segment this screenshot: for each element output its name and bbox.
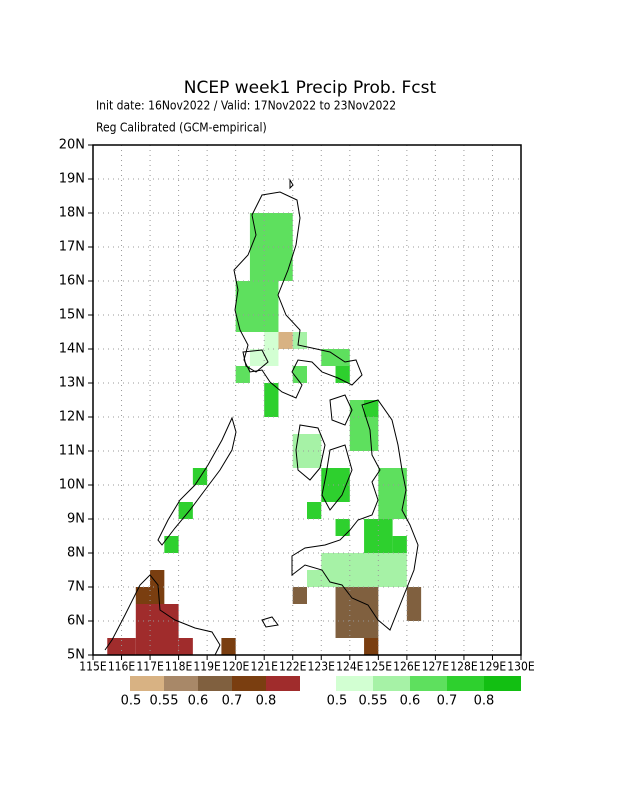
coastlines xyxy=(104,178,419,656)
y-tick-label: 14N xyxy=(59,342,85,357)
prob-cell xyxy=(164,536,179,553)
chart-subtitle: Init date: 16Nov2022 / Valid: 17Nov2022 … xyxy=(96,99,396,113)
y-tick-label: 12N xyxy=(59,410,85,425)
prob-cell xyxy=(178,638,193,655)
colorbar-swatch xyxy=(484,676,521,691)
prob-cell xyxy=(178,502,193,519)
colorbar-swatch xyxy=(130,676,164,691)
axes-layer: 115E 116E 117E 118E 119E 120E 121E 122E 123E 124E… xyxy=(59,138,535,674)
prob-cell xyxy=(107,638,136,655)
y-tick-label: 18N xyxy=(59,206,85,221)
y-tick-label: 20N xyxy=(59,138,85,153)
prob-cell xyxy=(364,400,379,417)
y-tick-label: 19N xyxy=(59,172,85,187)
prob-cell xyxy=(321,553,407,570)
prob-cell xyxy=(235,366,250,383)
colorbar-swatch xyxy=(336,676,373,691)
prob-cell xyxy=(264,332,279,366)
cell-layer xyxy=(107,213,422,655)
y-tick-label: 9N xyxy=(67,512,85,527)
prob-cell xyxy=(307,570,407,587)
y-tick-label: 16N xyxy=(59,274,85,289)
colorbar-swatch xyxy=(373,676,410,691)
y-tick-label: 5N xyxy=(67,648,85,663)
x-tick-label: 124E xyxy=(336,660,364,674)
prob-cell xyxy=(264,383,279,417)
colorbars: 0.5 0.55 0.6 0.7 0.8 0.5 0.55 0.6 0.7 0.8 xyxy=(121,676,521,709)
y-tick-label: 7N xyxy=(67,580,85,595)
colorbar-label: 0.8 xyxy=(474,694,495,709)
x-tick-label: 117E xyxy=(136,660,164,674)
x-tick-label: 128E xyxy=(450,660,478,674)
prob-cell xyxy=(249,213,293,281)
prob-cell xyxy=(135,604,179,655)
colorbar-label: 0.8 xyxy=(256,694,277,709)
y-tick-label: 6N xyxy=(67,614,85,629)
chart-title: NCEP week1 Precip Prob. Fcst xyxy=(184,78,437,98)
colorbar-label: 0.5 xyxy=(327,694,348,709)
y-tick-label: 13N xyxy=(59,376,85,391)
colorbar-label: 0.7 xyxy=(437,694,458,709)
x-tick-label: 125E xyxy=(365,660,393,674)
y-tick-label: 15N xyxy=(59,308,85,323)
colorbar-swatch xyxy=(447,676,484,691)
prob-cell xyxy=(321,349,350,366)
plot-frame xyxy=(92,144,522,656)
prob-cell xyxy=(235,281,279,332)
y-tick-label: 10N xyxy=(59,478,85,493)
y-tick-label: 17N xyxy=(59,240,85,255)
colorbar-label: 0.55 xyxy=(359,694,388,709)
y-tick-label: 8N xyxy=(67,546,85,561)
x-tick-label: 123E xyxy=(308,660,336,674)
colorbar-label: 0.6 xyxy=(188,694,209,709)
colorbar-swatch xyxy=(266,676,300,691)
colorbar-label: 0.6 xyxy=(400,694,421,709)
colorbar-label: 0.55 xyxy=(150,694,179,709)
prob-cell xyxy=(335,519,350,536)
x-tick-label: 119E xyxy=(193,660,221,674)
prob-cell xyxy=(249,349,265,366)
x-tick-label: 116E xyxy=(108,660,136,674)
x-tick-label: 120E xyxy=(222,660,250,674)
colorbar-swatch xyxy=(232,676,266,691)
prob-cell xyxy=(406,587,422,621)
prob-cell xyxy=(364,638,379,655)
prob-cell xyxy=(292,366,307,383)
chart-note: Reg Calibrated (GCM-empirical) xyxy=(96,121,267,135)
colorbar-swatch xyxy=(410,676,447,691)
prob-cell xyxy=(307,502,322,519)
prob-cell xyxy=(292,587,307,604)
x-tick-label: 129E xyxy=(479,660,507,674)
colorbar-swatch xyxy=(198,676,232,691)
prob-cell xyxy=(150,570,165,587)
x-tick-label: 115E xyxy=(79,660,107,674)
x-tick-label: 126E xyxy=(393,660,421,674)
colorbar-swatch xyxy=(164,676,198,691)
x-tick-label: 122E xyxy=(279,660,307,674)
colorbar-label: 0.7 xyxy=(222,694,243,709)
prob-cell xyxy=(221,638,236,655)
colorbar-label: 0.5 xyxy=(121,694,142,709)
prob-cell xyxy=(292,332,307,349)
prob-cell xyxy=(392,536,407,553)
x-tick-label: 130E xyxy=(507,660,535,674)
prob-cell xyxy=(335,587,379,638)
x-tick-label: 118E xyxy=(165,660,193,674)
x-tick-label: 127E xyxy=(422,660,450,674)
prob-cell xyxy=(278,332,293,349)
y-tick-label: 11N xyxy=(59,444,85,459)
x-tick-label: 121E xyxy=(250,660,278,674)
